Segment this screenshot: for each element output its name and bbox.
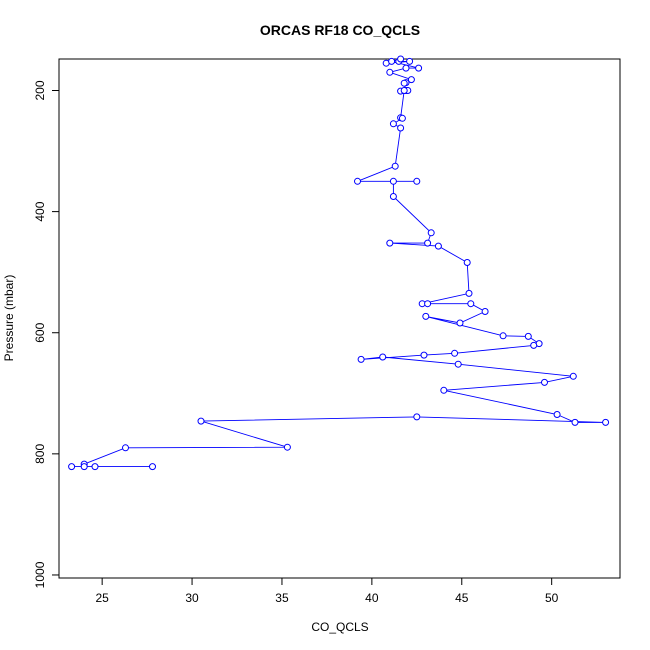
data-point-36 — [499, 332, 507, 340]
y-axis-label: Pressure (mbar) — [2, 275, 16, 362]
data-point-40 — [451, 349, 459, 357]
data-point-10 — [400, 79, 408, 87]
data-point-46 — [541, 378, 548, 386]
data-point-54 — [122, 444, 129, 452]
x-tick-label-0: 25 — [95, 591, 109, 605]
data-point-14 — [400, 87, 408, 94]
data-point-26 — [386, 239, 394, 247]
data-point-58 — [149, 463, 156, 471]
data-point-44 — [454, 360, 462, 368]
data-point-25 — [424, 239, 432, 247]
data-point-1 — [406, 57, 414, 65]
data-point-27 — [434, 242, 442, 250]
x-tick-label-2: 35 — [275, 591, 289, 605]
data-point-29 — [465, 289, 473, 297]
data-point-52 — [197, 417, 205, 425]
x-axis-label: CO_QCLS — [311, 620, 368, 634]
y-tick-label-2: 600 — [33, 322, 47, 342]
data-point-6 — [402, 64, 410, 72]
data-point-53 — [283, 443, 291, 451]
y-tick-label-0: 200 — [33, 80, 47, 100]
x-tick-label-4: 45 — [455, 591, 469, 605]
data-point-48 — [553, 411, 561, 418]
data-point-8 — [407, 76, 415, 84]
y-axis: 200 400 600 800 1000 — [33, 80, 59, 588]
data-point-35 — [422, 312, 430, 320]
data-point-43 — [379, 353, 387, 361]
data-point-50 — [602, 418, 610, 426]
data-point-17 — [389, 120, 397, 128]
data-point-47 — [440, 386, 448, 394]
x-axis: 25 30 35 40 45 50 — [95, 578, 559, 605]
data-point-42 — [357, 355, 365, 363]
data-point-24 — [427, 229, 435, 237]
data-point-5 — [415, 64, 423, 72]
data-point-20 — [354, 177, 361, 185]
data-point-32 — [467, 300, 475, 308]
data-point-23 — [389, 193, 397, 200]
data-point-21 — [413, 177, 421, 185]
data-point-57 — [91, 463, 99, 471]
data-point-49 — [571, 418, 579, 426]
data-point-19 — [391, 162, 399, 170]
data-point-22 — [389, 177, 397, 185]
chart-title: ORCAS RF18 CO_QCLS — [260, 22, 420, 38]
data-point-33 — [481, 308, 489, 315]
y-tick-label-3: 800 — [33, 444, 47, 464]
x-tick-label-1: 30 — [185, 591, 199, 605]
x-tick-label-3: 40 — [365, 591, 379, 605]
y-tick-label-1: 400 — [33, 201, 47, 221]
y-tick-label-4: 1000 — [33, 561, 47, 588]
data-point-16 — [398, 114, 406, 122]
data-point-4 — [388, 57, 396, 65]
series-points — [68, 55, 610, 471]
data-point-56 — [80, 463, 88, 471]
data-point-34 — [456, 319, 464, 327]
data-point-37 — [524, 332, 532, 340]
data-point-3 — [397, 55, 405, 63]
data-point-45 — [569, 372, 577, 380]
data-point-41 — [420, 351, 428, 359]
data-point-28 — [463, 259, 471, 266]
data-point-31 — [424, 300, 432, 308]
data-point-7 — [386, 68, 394, 76]
data-point-59 — [68, 463, 76, 471]
x-tick-label-5: 50 — [545, 591, 559, 605]
plot-frame — [58, 58, 621, 579]
data-point-39 — [530, 341, 538, 349]
data-point-51 — [413, 413, 421, 421]
data-point-18 — [397, 124, 405, 132]
